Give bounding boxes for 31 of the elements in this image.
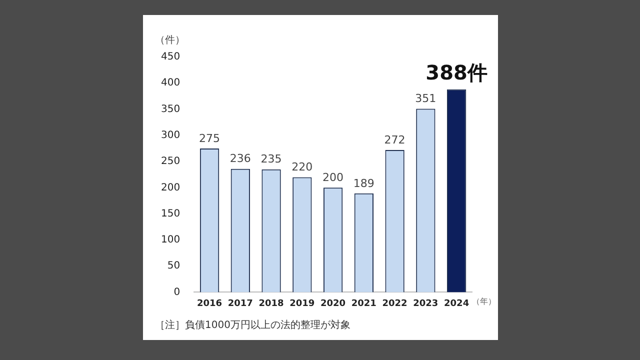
y-tick-label: 0: [174, 286, 180, 298]
data-label: 351: [415, 92, 436, 106]
data-label: 235: [260, 152, 282, 166]
x-tick-label: 2020: [320, 298, 346, 309]
y-axis-title: （件）: [155, 34, 185, 47]
data-label: 272: [384, 133, 406, 146]
text: ［注］負債1000万円以上の法的整理が対象: [155, 318, 350, 332]
y-tick-label: 300: [160, 130, 180, 141]
x-tick-label: 2017: [228, 298, 253, 309]
x-tick-label: 2022: [382, 298, 408, 309]
y-tick-label: 350: [160, 104, 180, 115]
y-tick-label: 250: [160, 156, 180, 168]
x-tick-label: 2018: [258, 298, 284, 309]
x-tick-label: 2016: [196, 298, 222, 309]
data-label: 220: [292, 160, 313, 174]
y-tick-label: 450: [160, 52, 180, 63]
data-label: 275: [199, 132, 220, 145]
y-tick-label: 50: [167, 260, 180, 272]
x-tick-label: 2021: [351, 298, 376, 309]
x-axis-title: （年）: [472, 296, 496, 307]
data-label: 200: [322, 171, 344, 184]
data-label: 189: [353, 176, 374, 190]
x-tick-label: 2024: [444, 298, 470, 309]
x-tick-label: 2023: [413, 298, 438, 309]
data-label: 236: [230, 152, 251, 166]
x-tick-label: 2019: [290, 298, 315, 309]
y-tick-label: 150: [160, 208, 180, 220]
y-tick-label: 400: [160, 78, 180, 89]
y-tick-label: 100: [160, 234, 180, 246]
y-tick-label: 200: [160, 182, 180, 194]
data-label: 388件: [426, 60, 488, 85]
